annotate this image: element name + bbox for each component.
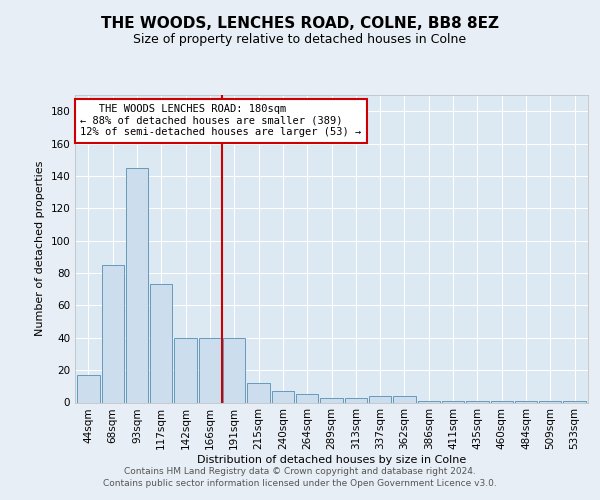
- Text: THE WOODS LENCHES ROAD: 180sqm
← 88% of detached houses are smaller (389)
12% of: THE WOODS LENCHES ROAD: 180sqm ← 88% of …: [80, 104, 361, 138]
- Bar: [442, 401, 464, 402]
- Text: Contains HM Land Registry data © Crown copyright and database right 2024.: Contains HM Land Registry data © Crown c…: [124, 466, 476, 475]
- X-axis label: Distribution of detached houses by size in Colne: Distribution of detached houses by size …: [197, 455, 466, 465]
- Bar: [466, 401, 488, 402]
- Bar: [199, 338, 221, 402]
- Bar: [539, 401, 562, 402]
- Bar: [418, 401, 440, 402]
- Y-axis label: Number of detached properties: Number of detached properties: [35, 161, 45, 336]
- Bar: [563, 401, 586, 402]
- Bar: [393, 396, 416, 402]
- Bar: [175, 338, 197, 402]
- Bar: [272, 391, 294, 402]
- Bar: [296, 394, 319, 402]
- Bar: [223, 338, 245, 402]
- Bar: [369, 396, 391, 402]
- Bar: [491, 401, 513, 402]
- Bar: [515, 401, 537, 402]
- Bar: [150, 284, 172, 403]
- Text: Contains public sector information licensed under the Open Government Licence v3: Contains public sector information licen…: [103, 480, 497, 488]
- Bar: [344, 398, 367, 402]
- Bar: [247, 383, 270, 402]
- Bar: [126, 168, 148, 402]
- Text: Size of property relative to detached houses in Colne: Size of property relative to detached ho…: [133, 32, 467, 46]
- Bar: [320, 398, 343, 402]
- Bar: [101, 265, 124, 402]
- Bar: [77, 375, 100, 402]
- Text: THE WOODS, LENCHES ROAD, COLNE, BB8 8EZ: THE WOODS, LENCHES ROAD, COLNE, BB8 8EZ: [101, 16, 499, 32]
